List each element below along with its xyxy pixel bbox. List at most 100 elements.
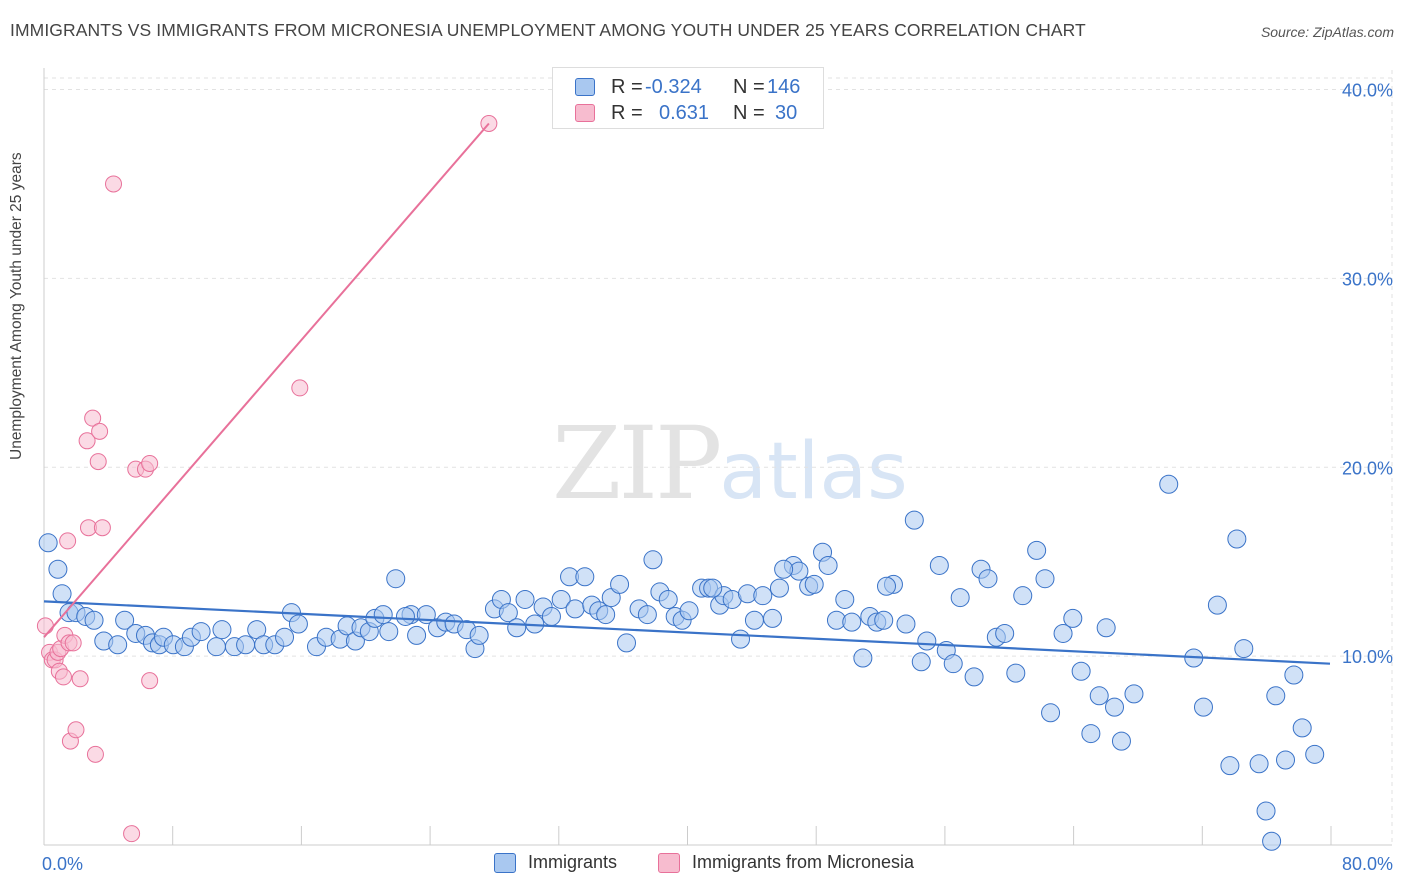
- immigrants-point: [911, 652, 931, 672]
- micronesia-point: [67, 721, 85, 739]
- immigrants-point: [596, 605, 616, 625]
- trend-lines: [43, 122, 1331, 665]
- immigrants-point: [995, 623, 1015, 643]
- immigrants-point: [551, 589, 571, 609]
- immigrants-point: [373, 605, 393, 625]
- immigrants-point: [877, 576, 897, 596]
- micronesia-point: [105, 175, 123, 193]
- immigrants-points: [38, 474, 1325, 851]
- watermark-zip: ZIP: [552, 405, 722, 522]
- micronesia-point: [71, 670, 89, 688]
- legend-swatch-blue: [575, 78, 595, 96]
- immigrants-point: [515, 589, 535, 609]
- immigrants-point: [1071, 661, 1091, 681]
- immigrants-point: [896, 614, 916, 634]
- immigrants-point: [1105, 697, 1125, 717]
- chart-title: IMMIGRANTS VS IMMIGRANTS FROM MICRONESIA…: [10, 20, 1086, 40]
- immigrants-point: [1249, 754, 1269, 774]
- micronesia-point: [291, 379, 309, 397]
- immigrants-point: [1027, 540, 1047, 560]
- immigrants-point: [1262, 831, 1282, 851]
- immigrants-point: [978, 569, 998, 589]
- micronesia-point: [93, 519, 111, 537]
- tick-labels: 10.0% 20.0% 30.0% 40.0% 0.0% 80.0%: [42, 81, 1393, 874]
- bottom-legend-label: Immigrants from Micronesia: [692, 852, 915, 872]
- immigrants-point: [703, 578, 723, 598]
- immigrants-point: [541, 606, 561, 626]
- immigrants-point: [1081, 724, 1101, 744]
- immigrants-point: [917, 631, 937, 651]
- micronesia-point: [59, 532, 77, 550]
- legend-n-value: 146: [767, 76, 801, 98]
- immigrants-point: [1035, 569, 1055, 589]
- immigrants-point: [1053, 623, 1073, 643]
- watermark: ZIPatlas: [552, 405, 908, 522]
- immigrants-point: [904, 510, 924, 530]
- x-tick-label: 0.0%: [42, 854, 83, 874]
- micronesia-point: [123, 825, 141, 843]
- immigrants-point: [1207, 595, 1227, 615]
- y-axis-label: Unemployment Among Youth under 25 years: [8, 152, 25, 460]
- immigrants-point: [1159, 474, 1179, 494]
- x-tick-label: 80.0%: [1342, 854, 1393, 874]
- immigrants-trend-line: [43, 600, 1331, 665]
- immigrants-point: [753, 586, 773, 606]
- immigrants-point: [818, 555, 838, 575]
- immigrants-point: [874, 610, 894, 630]
- correlation-legend: R = -0.324 N = 146 R = 0.631 N = 30: [552, 67, 824, 129]
- immigrants-point: [637, 605, 657, 625]
- bottom-legend-swatch-pink: [658, 853, 680, 873]
- micronesia-point: [86, 745, 104, 763]
- immigrants-point: [52, 584, 72, 604]
- immigrants-point: [763, 608, 783, 628]
- immigrants-point: [658, 589, 678, 609]
- micronesia-point: [91, 422, 109, 440]
- immigrants-point: [1193, 697, 1213, 717]
- micronesia-point: [54, 668, 72, 686]
- immigrants-point: [84, 610, 104, 630]
- immigrants-point: [469, 625, 489, 645]
- immigrants-point: [115, 610, 135, 630]
- immigrants-point: [395, 606, 415, 626]
- y-tick-label: 10.0%: [1342, 647, 1393, 667]
- immigrants-point: [1006, 663, 1026, 683]
- immigrants-point: [842, 612, 862, 632]
- immigrants-point: [774, 559, 794, 579]
- legend-n-value: 30: [775, 102, 798, 124]
- micronesia-point: [141, 672, 159, 690]
- micronesia-point: [141, 454, 159, 472]
- immigrants-point: [1227, 529, 1247, 549]
- immigrants-point: [610, 574, 630, 594]
- immigrants-point: [38, 533, 58, 553]
- bottom-legend-label: Immigrants: [528, 852, 618, 872]
- source-label: Source: ZipAtlas.com: [1260, 24, 1394, 40]
- micronesia-trend-line: [43, 122, 490, 638]
- micronesia-point: [89, 453, 107, 471]
- immigrants-point: [1292, 718, 1312, 738]
- micronesia-point: [78, 432, 96, 450]
- immigrants-point: [643, 550, 663, 570]
- immigrants-point: [1234, 639, 1254, 659]
- immigrants-point: [1220, 756, 1240, 776]
- bottom-legend-swatch-blue: [494, 853, 516, 873]
- immigrants-point: [206, 637, 226, 657]
- immigrants-point: [1284, 665, 1304, 685]
- immigrants-point: [1013, 586, 1033, 606]
- micronesia-points: [36, 115, 498, 843]
- immigrants-point: [835, 589, 855, 609]
- legend-r-label: R =: [611, 102, 643, 124]
- bottom-legend-immigrants: Immigrants: [494, 852, 654, 876]
- y-tick-label: 20.0%: [1342, 458, 1393, 478]
- micronesia-point: [36, 617, 54, 635]
- immigrants-point: [943, 654, 963, 674]
- micronesia-point: [84, 409, 102, 427]
- immigrants-point: [853, 648, 873, 668]
- immigrants-point: [498, 603, 518, 623]
- immigrants-point: [1276, 750, 1296, 770]
- immigrants-point: [575, 567, 595, 587]
- immigrants-point: [1041, 703, 1061, 723]
- legend-r-label: R =: [611, 76, 643, 98]
- immigrants-point: [407, 625, 427, 645]
- legend-n-label: N =: [733, 76, 765, 98]
- immigrants-point: [1089, 686, 1109, 706]
